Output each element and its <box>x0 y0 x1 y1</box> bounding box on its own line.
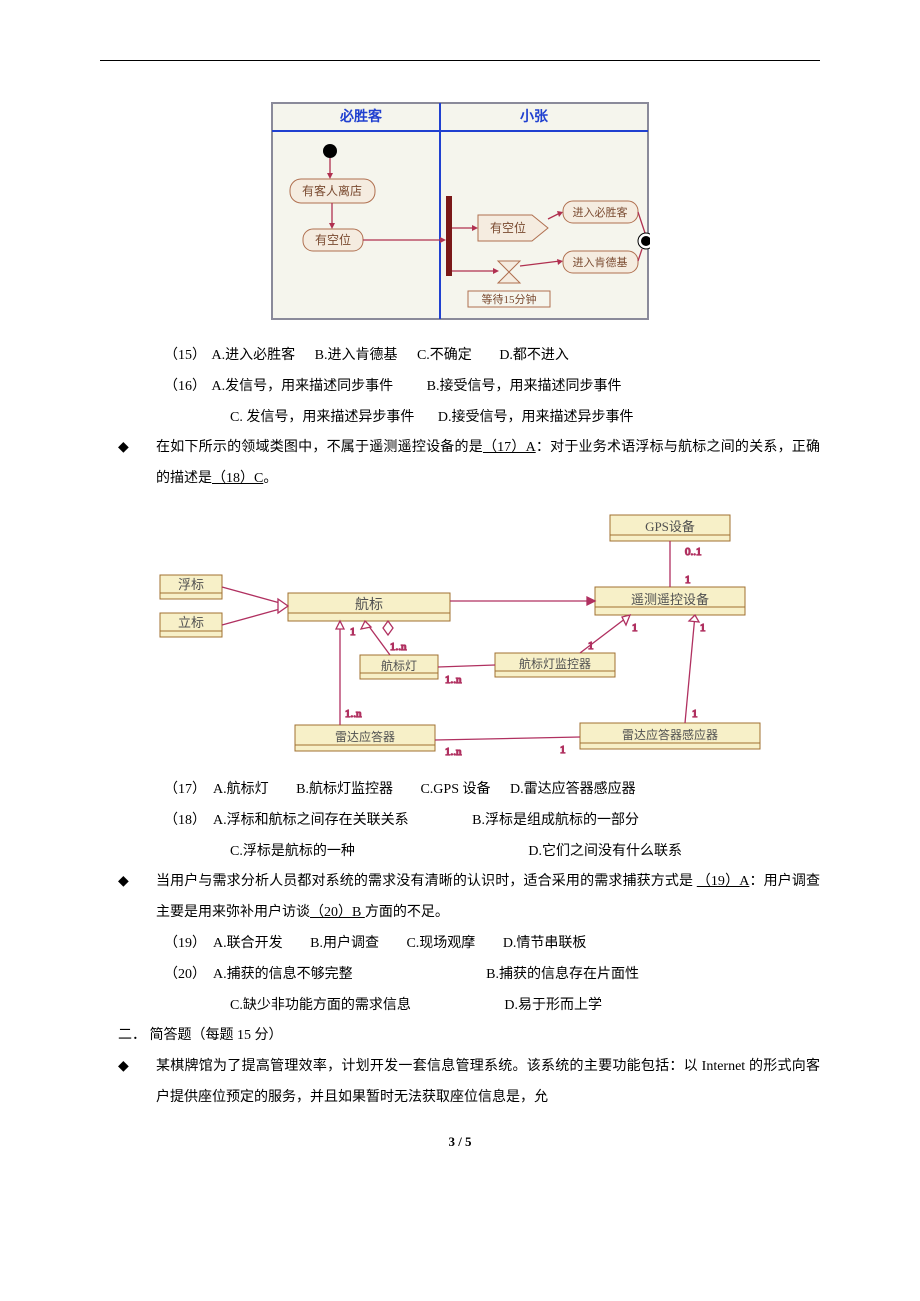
node-decision-seat: 有空位 <box>490 220 526 235</box>
q15-B: B.进入肯德基 <box>315 341 398 372</box>
p19-pre: 当用户与需求分析人员都对系统的需求没有清晰的认识时，适合采用的需求捕获方式是 <box>156 874 693 889</box>
class-beacon: 立标 <box>178 615 204 630</box>
q15-C: C.不确定 <box>417 341 472 372</box>
svg-text:1: 1 <box>560 744 566 756</box>
short-answer-q1: ◆ 某棋牌馆为了提高管理效率，计划开发一套信息管理系统。该系统的主要功能包括：以… <box>100 1052 820 1114</box>
q18-A: A.浮标和航标之间存在关联关系 <box>213 806 409 837</box>
class-buoy: 浮标 <box>178 577 204 592</box>
q16-row1: （16） A.发信号，用来描述同步事件 B.接受信号，用来描述同步事件 <box>100 372 820 403</box>
class-nav-mark: 航标 <box>355 597 383 613</box>
p17-u2: （18）C <box>212 471 263 486</box>
q16-D: D.接受信号，用来描述异步事件 <box>438 403 634 434</box>
q18-num: （18） <box>164 806 206 837</box>
q16-row2: C. 发信号，用来描述异步事件 D.接受信号，用来描述异步事件 <box>100 403 820 434</box>
svg-text:1: 1 <box>632 622 638 634</box>
q16-A: A.发信号，用来描述同步事件 <box>212 372 394 403</box>
svg-text:1..n: 1..n <box>345 708 362 720</box>
svg-text:1..n: 1..n <box>445 746 462 758</box>
activity-diagram: 必胜客 小张 有客人离店 有空位 有空位 进入必胜客 进入肯德基 <box>270 101 650 321</box>
bullet-icon: ◆ <box>100 433 156 464</box>
q18-B: B.浮标是组成航标的一部分 <box>472 806 639 837</box>
q20-D: D.易于形而上学 <box>504 991 602 1022</box>
q19-C: C.现场观摩 <box>406 929 475 960</box>
p17-end: 。 <box>263 471 277 486</box>
bullet-icon: ◆ <box>100 867 156 898</box>
swimlane1-label: 必胜客 <box>339 108 383 125</box>
q18-row2: C.浮标是航标的一种 D.它们之间没有什么联系 <box>100 837 820 868</box>
q18-C: C.浮标是航标的一种 <box>230 837 355 868</box>
q17-row: （17） A.航标灯 B.航标灯监控器 C.GPS 设备 D.雷达应答器感应器 <box>100 775 820 806</box>
q17-B: B.航标灯监控器 <box>296 775 393 806</box>
q15-D: D.都不进入 <box>499 341 569 372</box>
svg-text:1: 1 <box>700 622 706 634</box>
q19-A: A.联合开发 <box>213 929 283 960</box>
q20-B: B.捕获的信息存在片面性 <box>486 960 639 991</box>
bullet-icon: ◆ <box>100 1052 156 1083</box>
q15-num: （15） <box>164 341 206 372</box>
node-customer-leave: 有客人离店 <box>302 183 362 198</box>
svg-text:1..n: 1..n <box>445 674 462 686</box>
q20-row2: C.缺少非功能方面的需求信息 D.易于形而上学 <box>100 991 820 1022</box>
p19-u2: （20）B <box>310 905 365 920</box>
svg-text:1..n: 1..n <box>390 641 407 653</box>
domain-class-diagram: 浮标 立标 航标 GPS设备 遥测遥控设备 航标灯 航标灯监控器 <box>140 505 780 765</box>
short-answer-text: 某棋牌馆为了提高管理效率，计划开发一套信息管理系统。该系统的主要功能包括：以 I… <box>156 1052 820 1114</box>
svg-text:0..1: 0..1 <box>685 546 702 558</box>
p19-end: 方面的不足。 <box>365 905 449 920</box>
class-nav-light: 航标灯 <box>381 658 417 673</box>
q20-row1: （20） A.捕获的信息不够完整 B.捕获的信息存在片面性 <box>100 960 820 991</box>
timer-label: 等待15分钟 <box>482 292 537 306</box>
q17-num: （17） <box>164 775 206 806</box>
q20-A: A.捕获的信息不够完整 <box>213 960 353 991</box>
q15-row: （15） A.进入必胜客 B.进入肯德基 C.不确定 D.都不进入 <box>100 341 820 372</box>
class-telemetry: 遥测遥控设备 <box>631 592 709 607</box>
node-has-seat: 有空位 <box>315 232 351 247</box>
para-19-20: ◆ 当用户与需求分析人员都对系统的需求没有清晰的认识时，适合采用的需求捕获方式是… <box>100 867 820 929</box>
q19-B: B.用户调查 <box>310 929 379 960</box>
class-nav-light-monitor: 航标灯监控器 <box>519 656 591 671</box>
q15-A: A.进入必胜客 <box>212 341 296 372</box>
q16-C: C. 发信号，用来描述异步事件 <box>230 403 414 434</box>
svg-text:1: 1 <box>685 574 691 586</box>
node-enter-pizzahut: 进入必胜客 <box>573 205 628 219</box>
svg-text:1: 1 <box>588 640 594 652</box>
section-2-heading: 二． 简答题（每题 15 分） <box>100 1021 820 1052</box>
class-radar-transponder: 雷达应答器 <box>335 729 395 744</box>
page-number: 3 / 5 <box>100 1134 820 1150</box>
swimlane2-label: 小张 <box>520 109 549 125</box>
q20-C: C.缺少非功能方面的需求信息 <box>230 991 411 1022</box>
q19-row: （19） A.联合开发 B.用户调查 C.现场观摩 D.情节串联板 <box>100 929 820 960</box>
q18-D: D.它们之间没有什么联系 <box>528 837 682 868</box>
node-enter-kfc: 进入肯德基 <box>573 255 628 269</box>
p17-u: （17）A <box>483 440 536 455</box>
p17-pre: 在如下所示的领域类图中，不属于遥测遥控设备的是 <box>156 440 483 455</box>
q16-B: B.接受信号，用来描述同步事件 <box>427 372 622 403</box>
q19-num: （19） <box>164 929 206 960</box>
q19-D: D.情节串联板 <box>503 929 587 960</box>
para-17-18: ◆ 在如下所示的领域类图中，不属于遥测遥控设备的是（17）A：对于业务术语浮标与… <box>100 433 820 495</box>
svg-text:1: 1 <box>692 708 698 720</box>
svg-text:1: 1 <box>350 626 356 638</box>
q16-num: （16） <box>164 372 206 403</box>
q17-C: C.GPS 设备 <box>420 775 490 806</box>
q17-A: A.航标灯 <box>213 775 269 806</box>
class-gps: GPS设备 <box>645 519 695 534</box>
q18-row1: （18） A.浮标和航标之间存在关联关系 B.浮标是组成航标的一部分 <box>100 806 820 837</box>
class-radar-sensor: 雷达应答器感应器 <box>622 727 718 742</box>
p19-u: （19）A <box>697 874 750 889</box>
q20-num: （20） <box>164 960 206 991</box>
page-top-rule <box>100 60 820 61</box>
q17-D: D.雷达应答器感应器 <box>510 775 636 806</box>
